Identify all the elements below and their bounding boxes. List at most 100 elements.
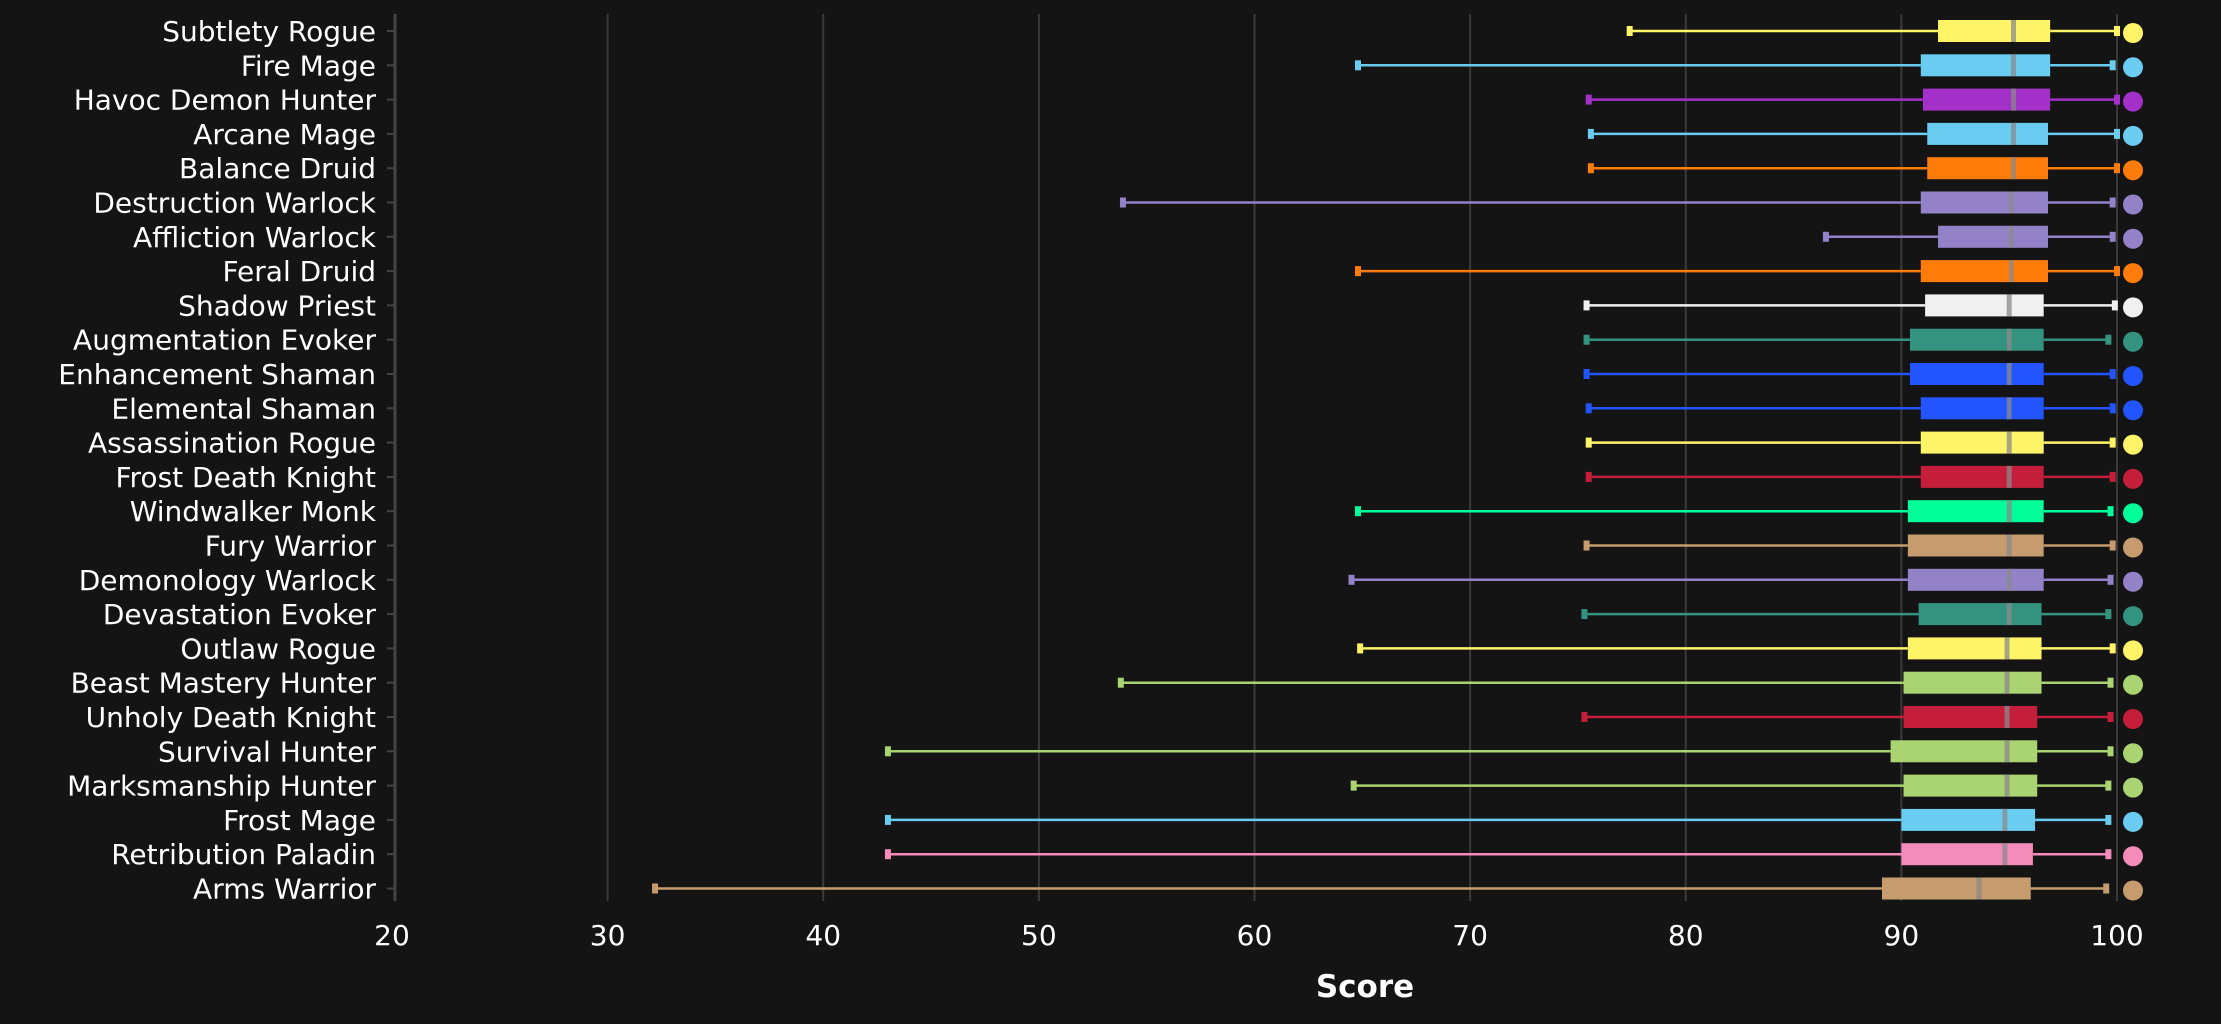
whisker-cap-min	[1119, 197, 1126, 208]
legend-dot	[2123, 91, 2143, 112]
whisker-cap-max	[2114, 94, 2120, 105]
series-row	[1583, 534, 2116, 557]
box-iqr	[1901, 808, 2036, 831]
whisker-cap-min	[1585, 471, 1592, 482]
series-row	[1583, 328, 2112, 351]
legend-dot	[2123, 777, 2143, 798]
whisker-cap-min	[1355, 266, 1361, 277]
whisker-cap-min	[884, 814, 891, 825]
series-row	[1355, 54, 2116, 77]
category-label: Unholy Death Knight	[86, 701, 376, 734]
whisker-cap-min	[1585, 94, 1592, 105]
series-row	[1355, 260, 2120, 283]
series-row	[1585, 88, 2120, 111]
whisker-cap-min	[652, 883, 659, 894]
whisker-cap-max	[2114, 128, 2120, 139]
whisker-cap-max	[2107, 746, 2114, 757]
legend-dot	[2123, 537, 2143, 558]
whisker-cap-max	[2105, 334, 2112, 345]
category-label: Beast Mastery Hunter	[71, 667, 377, 700]
category-label: Feral Druid	[222, 255, 376, 288]
whisker-cap-min	[1117, 677, 1124, 688]
box-iqr	[1890, 740, 2038, 763]
whisker-cap-max	[2109, 540, 2116, 551]
series-row	[1822, 225, 2116, 248]
median-line	[2006, 397, 2012, 420]
median-line	[2006, 603, 2012, 626]
whisker-cap-max	[2107, 677, 2114, 688]
legend-dot	[2123, 400, 2143, 421]
legend-dot	[2123, 228, 2143, 249]
box-iqr	[1903, 774, 2038, 797]
legend-dot	[2123, 57, 2143, 78]
series-row	[1626, 20, 2120, 42]
box-iqr	[1907, 637, 2042, 660]
box-iqr	[1907, 534, 2044, 557]
category-label: Arms Warrior	[193, 873, 376, 906]
box-iqr	[1910, 328, 2044, 351]
median-line	[2004, 740, 2010, 763]
legend-dot	[2123, 811, 2143, 832]
box-series	[652, 20, 2120, 900]
whisker-cap-min	[1626, 26, 1633, 36]
category-label: Havoc Demon Hunter	[74, 84, 377, 117]
whisker-cap-max	[2109, 197, 2116, 208]
legend-dot	[2123, 366, 2143, 386]
series-row	[1585, 431, 2116, 454]
series-row	[652, 877, 2110, 900]
box-iqr	[1927, 122, 2048, 145]
median-line	[2011, 122, 2016, 145]
box-iqr	[1903, 671, 2042, 694]
box-iqr	[1922, 88, 2051, 111]
whisker-cap-max	[2105, 814, 2112, 825]
whisker-cap-min	[1583, 334, 1590, 345]
legend-dots	[2123, 23, 2143, 901]
x-axis-title: Score	[1316, 969, 1414, 1005]
box-iqr	[1918, 603, 2042, 626]
series-row	[1355, 500, 2114, 523]
box-iqr	[1910, 363, 2044, 385]
legend-dot	[2123, 23, 2143, 43]
legend-dot	[2123, 503, 2143, 524]
x-tick-label: 80	[1668, 919, 1704, 952]
legend-dot	[2123, 880, 2143, 901]
whisker-cap-min	[1587, 128, 1594, 139]
median-line	[2004, 706, 2010, 728]
legend-dot	[2123, 297, 2143, 318]
category-label: Destruction Warlock	[93, 187, 376, 220]
whisker-cap-min	[1581, 609, 1588, 620]
median-line	[2011, 54, 2016, 77]
median-line	[2006, 568, 2012, 591]
x-tick-label: 100	[2090, 919, 2143, 952]
whisker-cap-max	[2109, 437, 2116, 448]
series-row	[884, 843, 2112, 866]
median-line	[2006, 294, 2012, 317]
x-tick-label: 90	[1884, 919, 1920, 952]
series-row	[1357, 637, 2116, 660]
median-line	[2008, 225, 2014, 248]
median-line	[2006, 363, 2012, 385]
box-iqr	[1920, 431, 2044, 454]
series-row	[1119, 191, 2116, 214]
series-row	[884, 808, 2112, 831]
category-label: Fury Warrior	[205, 530, 377, 563]
series-row	[1587, 122, 2120, 145]
x-tick-label: 60	[1237, 919, 1273, 952]
box-iqr	[1920, 465, 2044, 488]
median-line	[1976, 877, 1982, 900]
box-iqr	[1920, 54, 2051, 77]
category-label: Devastation Evoker	[103, 598, 377, 631]
whisker-cap-min	[1822, 231, 1829, 242]
whisker-cap-min	[1585, 403, 1592, 414]
median-line	[2008, 191, 2014, 214]
legend-dot	[2123, 709, 2143, 729]
legend-dot	[2123, 743, 2143, 764]
whisker-cap-max	[2114, 26, 2120, 36]
whisker-cap-min	[884, 849, 891, 860]
category-label: Frost Mage	[223, 804, 376, 837]
legend-dot	[2123, 263, 2143, 284]
whisker-cap-min	[884, 746, 891, 757]
median-line	[2008, 260, 2014, 283]
